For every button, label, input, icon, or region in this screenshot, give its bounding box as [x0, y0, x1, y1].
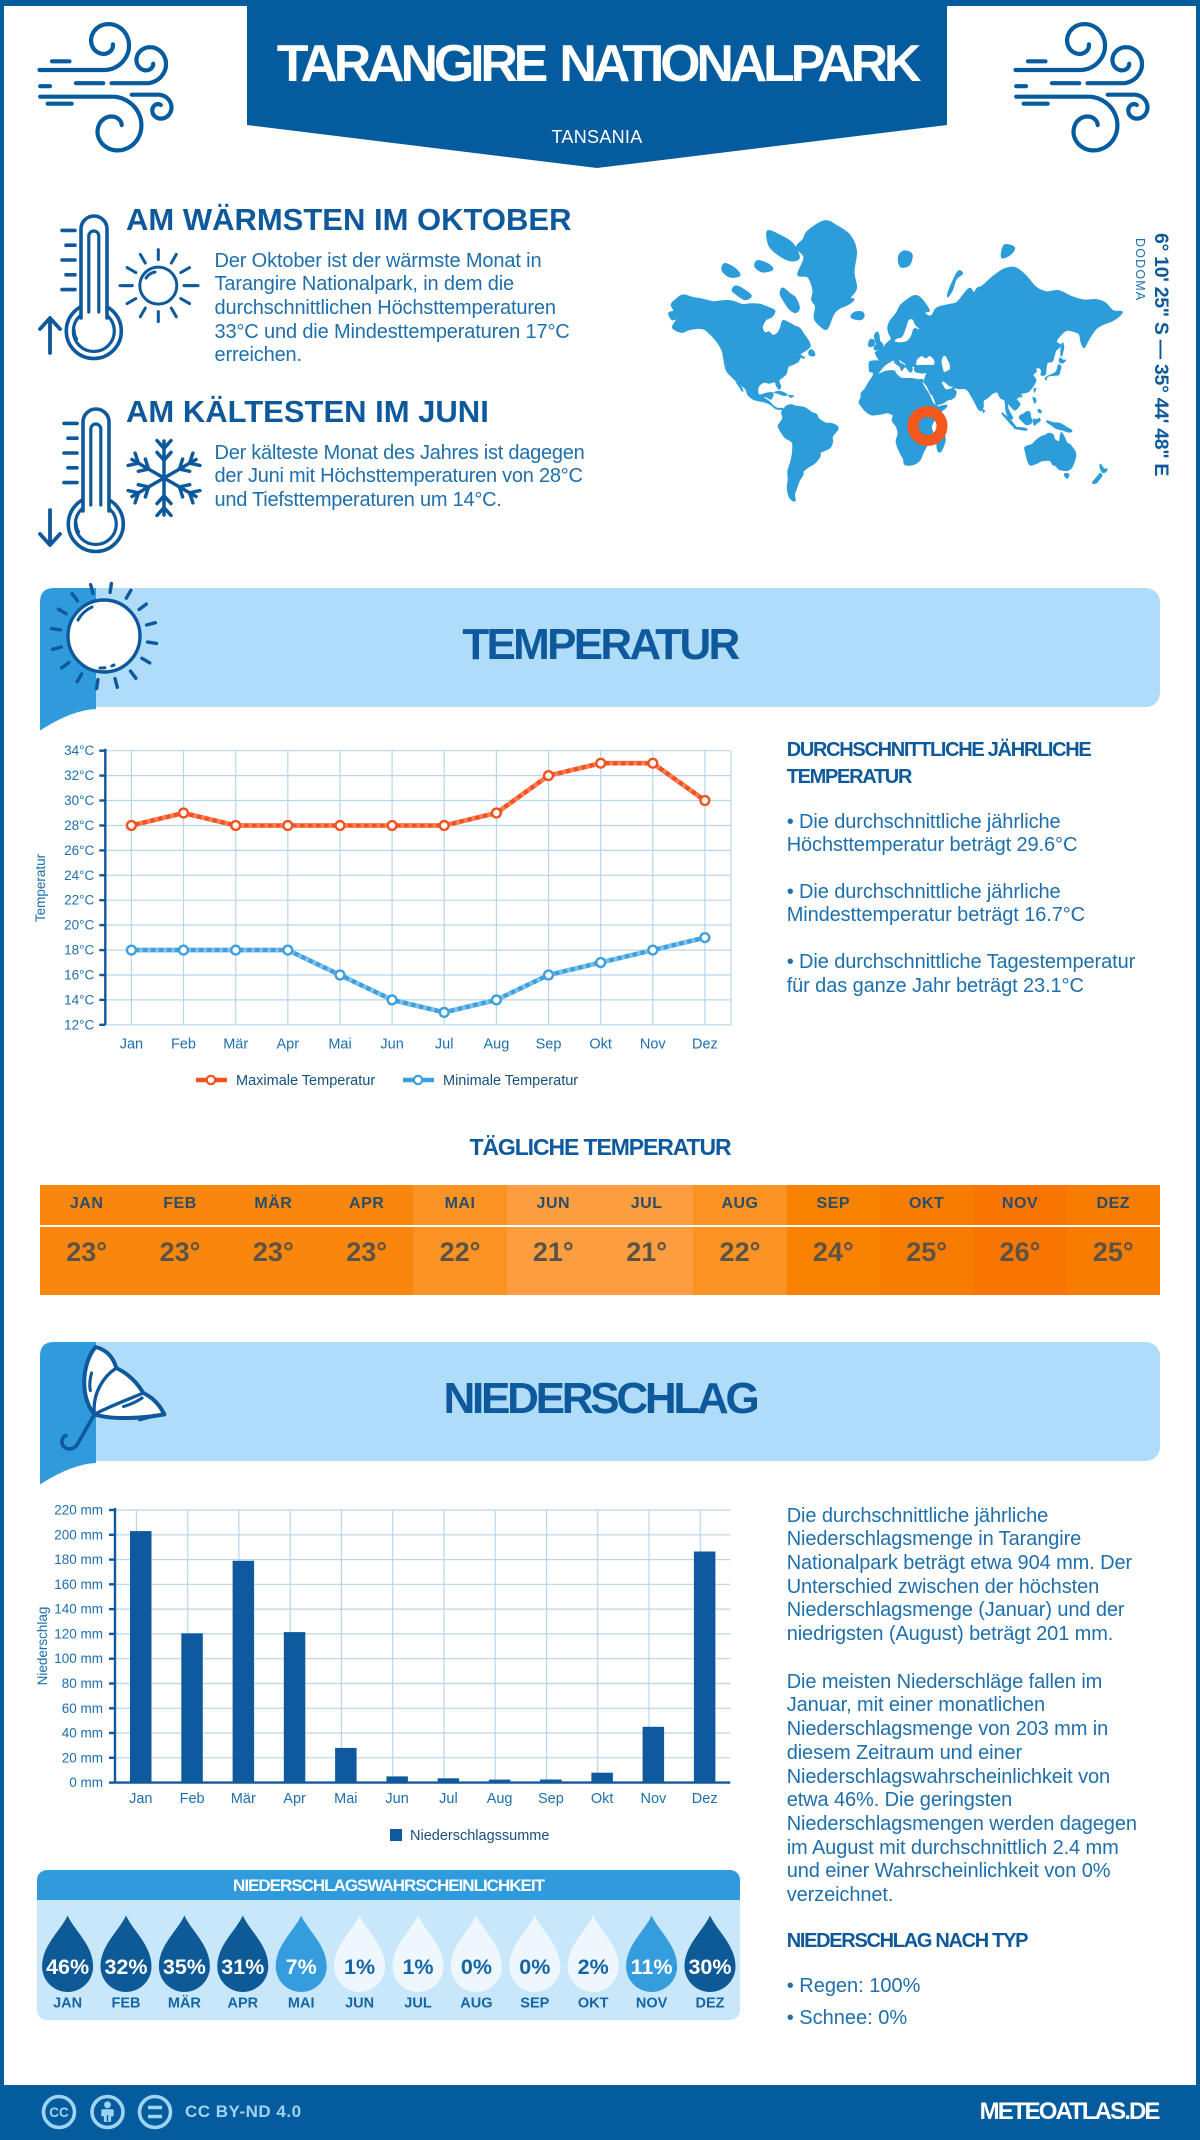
svg-text:Sep: Sep [538, 1791, 564, 1807]
svg-text:JUL: JUL [404, 1996, 432, 2012]
svg-text:140 mm: 140 mm [54, 1602, 103, 1617]
svg-text:40 mm: 40 mm [62, 1726, 103, 1741]
svg-text:Mär: Mär [223, 1037, 248, 1053]
svg-text:1%: 1% [402, 1955, 433, 1979]
svg-text:28°C: 28°C [64, 818, 94, 833]
svg-text:Niederschlagssumme: Niederschlagssumme [410, 1828, 549, 1844]
svg-text:Apr: Apr [277, 1037, 300, 1053]
svg-text:DEZ: DEZ [696, 1996, 725, 2012]
svg-text:Mär: Mär [231, 1791, 256, 1807]
svg-text:Nov: Nov [640, 1037, 667, 1053]
svg-text:18°C: 18°C [64, 943, 94, 958]
svg-text:26°C: 26°C [64, 843, 94, 858]
svg-text:24°C: 24°C [64, 868, 94, 883]
svg-text:Jan: Jan [120, 1037, 143, 1053]
svg-text:0 mm: 0 mm [69, 1775, 103, 1790]
svg-text:Minimale Temperatur: Minimale Temperatur [443, 1073, 578, 1089]
svg-text:SEP: SEP [520, 1996, 549, 2012]
svg-text:Nov: Nov [641, 1791, 668, 1807]
svg-text:CC: CC [49, 2105, 69, 2120]
svg-text:34°C: 34°C [64, 743, 94, 758]
svg-text:Mai: Mai [334, 1791, 357, 1807]
svg-text:Jul: Jul [439, 1791, 458, 1807]
svg-text:Temperatur: Temperatur [33, 853, 48, 922]
svg-text:JUN: JUN [345, 1996, 374, 2012]
svg-text:Dez: Dez [692, 1791, 718, 1807]
svg-text:Jun: Jun [385, 1791, 408, 1807]
svg-text:OKT: OKT [578, 1996, 609, 2012]
svg-text:JAN: JAN [53, 1996, 82, 2012]
svg-text:16°C: 16°C [64, 968, 94, 983]
svg-text:180 mm: 180 mm [54, 1552, 103, 1567]
svg-text:Aug: Aug [487, 1791, 513, 1807]
svg-text:1%: 1% [344, 1955, 375, 1979]
svg-text:Jan: Jan [129, 1791, 152, 1807]
svg-text:NOV: NOV [636, 1996, 668, 2012]
svg-text:Jul: Jul [435, 1037, 454, 1053]
svg-text:60 mm: 60 mm [62, 1701, 103, 1716]
svg-text:Okt: Okt [589, 1037, 612, 1053]
svg-text:80 mm: 80 mm [62, 1676, 103, 1691]
svg-text:FEB: FEB [112, 1996, 141, 2012]
svg-text:Feb: Feb [171, 1037, 196, 1053]
svg-text:Apr: Apr [283, 1791, 306, 1807]
svg-text:0%: 0% [519, 1955, 550, 1979]
svg-text:160 mm: 160 mm [54, 1577, 103, 1592]
svg-text:0%: 0% [461, 1955, 492, 1979]
svg-text:Niederschlag: Niederschlag [35, 1607, 50, 1686]
svg-text:200 mm: 200 mm [54, 1527, 103, 1542]
svg-text:30%: 30% [688, 1955, 731, 1979]
svg-text:12°C: 12°C [64, 1017, 94, 1032]
svg-text:7%: 7% [286, 1955, 317, 1979]
svg-text:APR: APR [227, 1996, 258, 2012]
svg-text:2%: 2% [578, 1955, 609, 1979]
svg-text:14°C: 14°C [64, 992, 94, 1007]
svg-text:20 mm: 20 mm [62, 1750, 103, 1765]
svg-text:MÄR: MÄR [168, 1995, 202, 2012]
svg-text:46%: 46% [46, 1955, 89, 1979]
svg-text:Aug: Aug [483, 1037, 509, 1053]
svg-text:AUG: AUG [460, 1996, 492, 2012]
svg-text:31%: 31% [221, 1955, 264, 1979]
svg-text:100 mm: 100 mm [54, 1651, 103, 1666]
svg-text:20°C: 20°C [64, 918, 94, 933]
svg-text:Maximale Temperatur: Maximale Temperatur [236, 1073, 375, 1089]
svg-text:MAI: MAI [288, 1996, 315, 2012]
svg-text:220 mm: 220 mm [54, 1503, 103, 1518]
svg-text:11%: 11% [631, 1955, 673, 1979]
svg-text:Dez: Dez [692, 1037, 718, 1053]
svg-text:Feb: Feb [180, 1791, 205, 1807]
svg-text:32%: 32% [104, 1955, 147, 1979]
svg-text:35%: 35% [163, 1955, 206, 1979]
svg-text:30°C: 30°C [64, 793, 94, 808]
svg-text:Okt: Okt [591, 1791, 614, 1807]
svg-text:Sep: Sep [536, 1037, 562, 1053]
svg-text:Jun: Jun [380, 1037, 403, 1053]
svg-text:Mai: Mai [328, 1037, 351, 1053]
svg-text:22°C: 22°C [64, 893, 94, 908]
svg-text:32°C: 32°C [64, 768, 94, 783]
svg-text:120 mm: 120 mm [54, 1626, 103, 1641]
